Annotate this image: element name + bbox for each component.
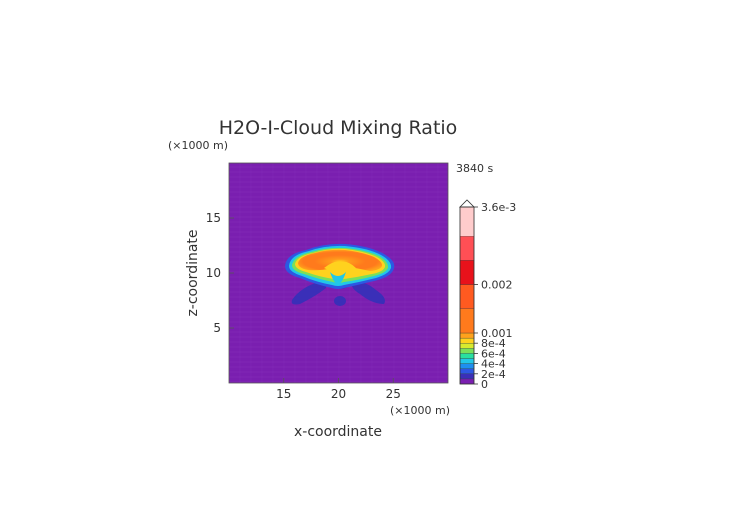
colorbar-tick-label: 8e-4 xyxy=(481,337,506,350)
colorbar-cell xyxy=(459,353,475,359)
colorbar-cell xyxy=(459,378,475,385)
plot-area xyxy=(228,162,449,384)
colorbar-max-arrow xyxy=(459,199,475,208)
colorbar-cell xyxy=(459,308,475,334)
colorbar-cell xyxy=(459,363,475,369)
y-axis: 5 10 15 xyxy=(206,211,234,335)
chart-title: H2O-I-Cloud Mixing Ratio xyxy=(219,117,458,139)
colorbar-cell xyxy=(459,373,475,380)
colorbar-cells xyxy=(459,206,475,385)
field-striping xyxy=(229,163,448,383)
x-axis-label: x-coordinate xyxy=(294,424,382,440)
anvil-stem xyxy=(330,272,346,284)
colorbar-frame xyxy=(459,206,475,385)
colorbar-tick-label: 4e-4 xyxy=(481,358,506,371)
colorbar-cell xyxy=(459,337,475,344)
x-tick-label: 25 xyxy=(386,387,401,401)
x-axis: 15 20 25 xyxy=(276,378,401,401)
plume-center xyxy=(334,296,346,306)
colorbar-tick-label: 0 xyxy=(481,378,488,391)
colorbar-cell xyxy=(459,332,475,339)
plume-right xyxy=(351,281,385,304)
colorbar-tick-label: 0.001 xyxy=(481,327,513,340)
y-tick-label: 10 xyxy=(206,266,221,280)
cloud-anvil xyxy=(285,243,395,289)
colorbar-tick-label: 2e-4 xyxy=(481,368,506,381)
colorbar-tick-label: 3.6e-3 xyxy=(481,201,516,214)
time-label: 3840 s xyxy=(456,162,493,175)
x-tick-label: 15 xyxy=(276,387,291,401)
colorbar-cell xyxy=(459,358,475,364)
y-axis-label: z-coordinate xyxy=(185,229,201,316)
colorbar-tick-label: 6e-4 xyxy=(481,347,506,360)
y-tick-label: 15 xyxy=(206,211,221,225)
anvil-core xyxy=(298,249,383,271)
x-unit-label: (×1000 m) xyxy=(390,404,450,417)
colorbar-tick-label: 0.002 xyxy=(481,279,513,292)
y-unit-label: (×1000 m) xyxy=(168,139,228,152)
colorbar: 02e-44e-46e-48e-40.001 0.002 3.6e-3 xyxy=(459,199,516,391)
colorbar-cell xyxy=(459,368,475,374)
colorbar-ticks: 02e-44e-46e-48e-40.001 0.002 3.6e-3 xyxy=(474,201,516,391)
plume-left xyxy=(291,281,327,305)
colorbar-cell xyxy=(459,348,475,354)
x-tick-label: 20 xyxy=(331,387,346,401)
y-tick-label: 5 xyxy=(213,321,221,335)
colorbar-cell xyxy=(459,235,475,261)
anvil-inner-yellow xyxy=(324,261,356,272)
colorbar-cell xyxy=(459,343,475,349)
colorbar-cell xyxy=(459,260,475,285)
colorbar-cell xyxy=(459,284,475,309)
colorbar-cell xyxy=(460,207,474,237)
